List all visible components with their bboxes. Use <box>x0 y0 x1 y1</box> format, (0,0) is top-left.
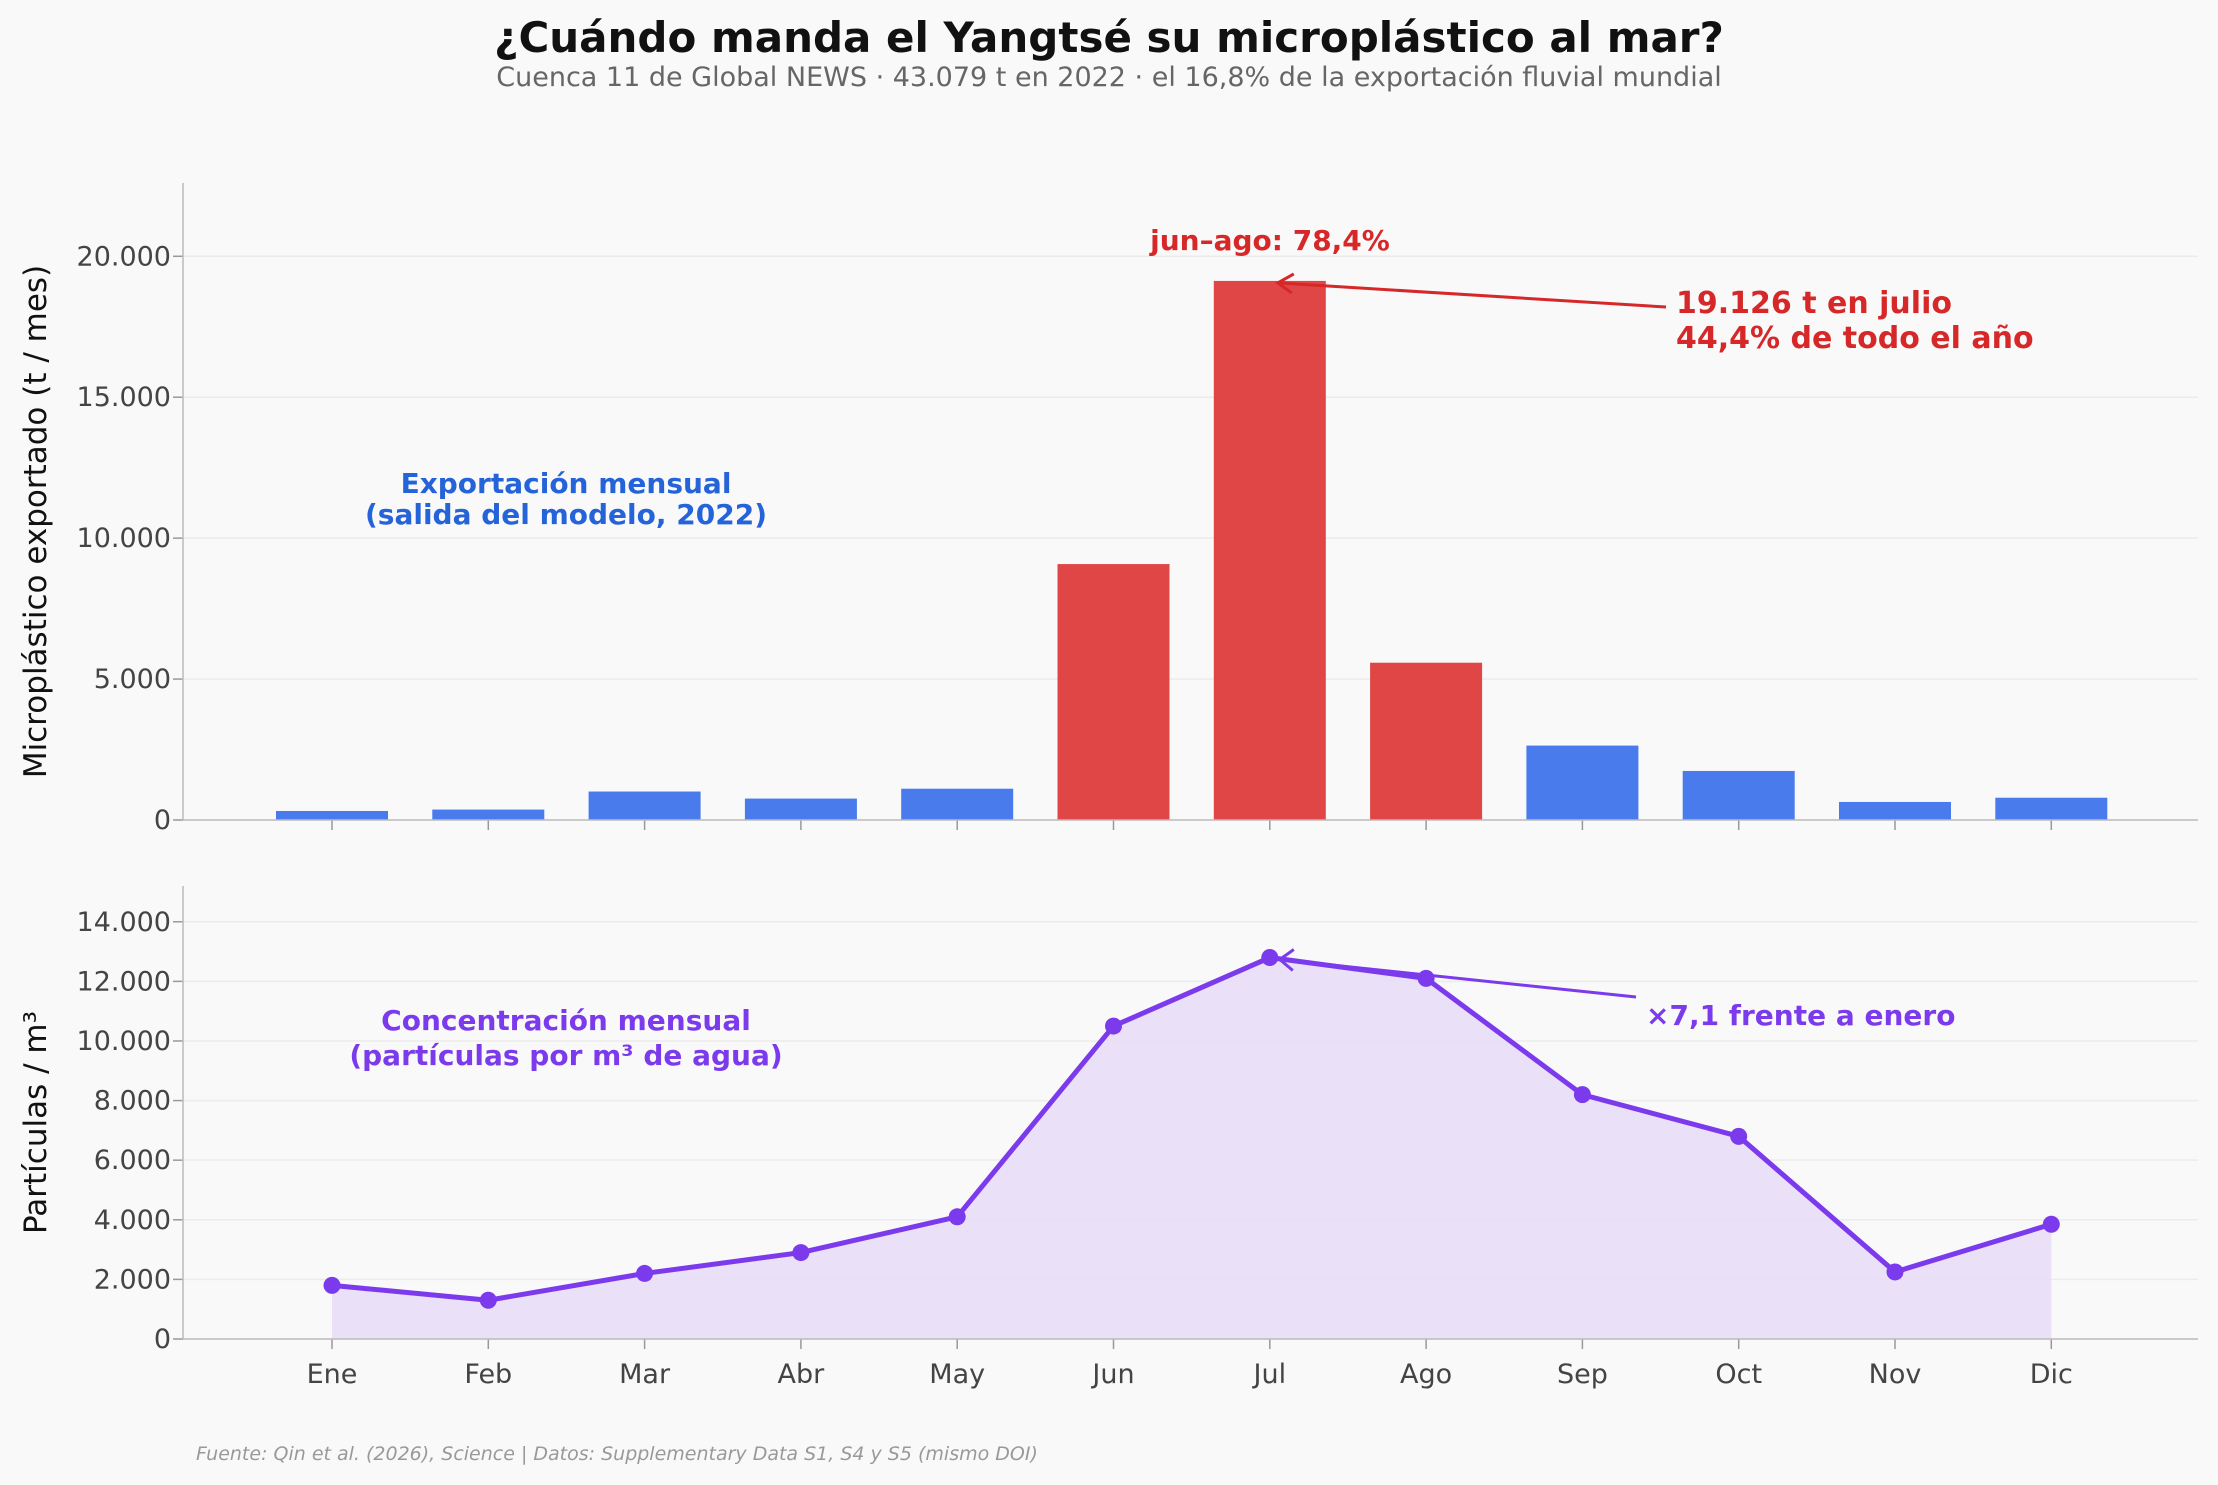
y-axis-label: Partículas / m³ <box>18 1011 54 1234</box>
y-tick-label: 2.000 <box>94 1264 171 1295</box>
range-annotation: jun–ago: 78,4% <box>1149 224 1390 257</box>
bar-ago <box>1370 662 1483 820</box>
y-tick-label: 10.000 <box>77 523 171 554</box>
bar-ene <box>276 810 388 820</box>
peak-annotation: ×7,1 frente a enero <box>1646 999 1955 1032</box>
x-tick-label: Dic <box>2030 1359 2073 1390</box>
peak-arrowhead <box>1277 948 1295 972</box>
point-nov <box>1886 1263 1904 1281</box>
source-note: Fuente: Qin et al. (2026), Science | Dat… <box>196 1443 1038 1465</box>
point-ago <box>1417 969 1435 987</box>
point-mar <box>636 1264 654 1282</box>
x-tick-label: Ago <box>1400 1359 1452 1390</box>
x-tick-label: Jul <box>1252 1359 1287 1390</box>
point-feb <box>479 1291 497 1309</box>
y-axis-label: Microplástico exportado (t / mes) <box>18 265 54 778</box>
concentration-line <box>331 955 2053 1303</box>
x-tick-label: Feb <box>464 1359 512 1390</box>
y-tick-label: 10.000 <box>77 1026 171 1057</box>
y-tick-label: 14.000 <box>77 907 171 938</box>
bar-jun <box>1057 564 1170 820</box>
bar-mar <box>588 791 701 820</box>
y-tick-label: 12.000 <box>77 966 171 997</box>
peak-arrow <box>1277 281 1667 309</box>
bar-nov <box>1839 801 1951 820</box>
peak-annotation: 19.126 t en julio 44,4% de todo el año <box>1676 286 2034 356</box>
y-tick-label: 4.000 <box>94 1205 171 1236</box>
y-tick-label: 0 <box>154 805 171 836</box>
bar-oct <box>1682 770 1795 820</box>
bar-feb <box>432 809 545 820</box>
bar-jul <box>1213 280 1326 820</box>
concentration-panel: 0 2.000 4.000 6.000 8.000 10.000 12.000 14.000 E… <box>18 886 2198 1390</box>
y-tick-label: 20.000 <box>77 241 171 272</box>
concentration-area <box>332 957 2052 1339</box>
x-tick-label: Jun <box>1090 1359 1134 1390</box>
x-tick-label: Mar <box>619 1359 671 1390</box>
bar-abr <box>744 798 857 820</box>
x-tick-label: May <box>929 1359 985 1390</box>
x-tick-label: Oct <box>1715 1359 1762 1390</box>
y-tick-label: 8.000 <box>94 1086 171 1117</box>
bar-dic <box>1995 797 2108 820</box>
series-annotation: Concentración mensual (partículas por m³ … <box>349 1004 782 1072</box>
point-may <box>948 1208 966 1226</box>
y-tick-label: 5.000 <box>94 664 171 695</box>
point-jul <box>1261 949 1279 967</box>
x-tick-label: Ene <box>307 1359 358 1390</box>
x-tick-label: Nov <box>1869 1359 1922 1390</box>
series-annotation: Exportación mensual (salida del modelo, 2… <box>365 467 767 531</box>
peak-arrowhead <box>1275 272 1295 295</box>
export-panel: 0 5.000 10.000 15.000 20.000 Microplástico ex… <box>18 183 2198 836</box>
chart-subtitle: Cuenca 11 de Global NEWS · 43.079 t en 2… <box>496 62 1722 93</box>
point-oct <box>1730 1127 1748 1145</box>
bar-sep <box>1526 745 1639 820</box>
bar-may <box>901 788 1014 820</box>
y-tick-label: 6.000 <box>94 1145 171 1176</box>
point-sep <box>1573 1086 1591 1104</box>
peak-arrow <box>1279 958 1637 999</box>
y-tick-label: 15.000 <box>77 382 171 413</box>
point-abr <box>792 1244 810 1262</box>
x-tick-label: Sep <box>1557 1359 1608 1390</box>
y-tick-label: 0 <box>154 1324 171 1355</box>
chart-title: ¿Cuándo manda el Yangtsé su microplástic… <box>494 13 1724 62</box>
point-dic <box>2042 1215 2060 1233</box>
point-jun <box>1105 1017 1122 1035</box>
x-tick-label: Abr <box>778 1359 826 1390</box>
point-ene <box>323 1276 341 1294</box>
